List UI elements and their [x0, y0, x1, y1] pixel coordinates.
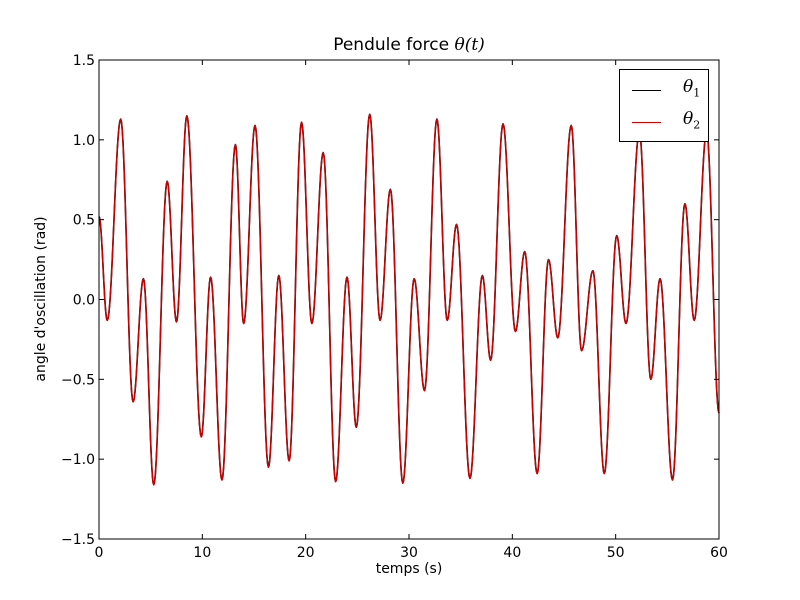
tick-label: 40 — [503, 545, 521, 561]
tick-label: 0 — [95, 545, 104, 561]
tick-label: 1.5 — [73, 53, 95, 69]
tick-label: 30 — [400, 545, 418, 561]
tick-label: 0.0 — [73, 293, 95, 309]
chart-title-text: Pendule force — [333, 35, 455, 55]
axis-ticks — [98, 59, 720, 540]
tick-label: −1.5 — [61, 532, 95, 548]
legend-entry-theta2: θ2 — [620, 107, 708, 137]
chart-title-math: θ(t) — [454, 35, 485, 55]
legend-line-red-icon — [632, 122, 661, 123]
legend-label: θ1 — [683, 77, 701, 100]
tick-label: 1.0 — [73, 133, 95, 149]
legend: θ1 θ2 — [619, 69, 709, 142]
series-line-2 — [98, 113, 720, 486]
tick-label: 60 — [710, 545, 728, 561]
y-axis-label: angle d'oscillation (rad) — [33, 216, 49, 382]
tick-label: 20 — [297, 545, 315, 561]
tick-labels: 0 10 20 30 40 50 60 −1.5 −1.0 −0.5 0.0 0.5 1.0 1.5 — [61, 53, 728, 561]
tick-label: 0.5 — [73, 213, 95, 229]
legend-label: θ2 — [683, 109, 701, 132]
series-line-1 — [98, 113, 720, 486]
x-axis-label: temps (s) — [375, 561, 443, 577]
tick-label: 10 — [193, 545, 211, 561]
legend-entry-theta1: θ1 — [620, 75, 708, 105]
legend-line-black-icon — [632, 90, 661, 91]
tick-label: −1.0 — [61, 452, 95, 468]
tick-label: −0.5 — [61, 372, 95, 388]
data-curves — [98, 113, 720, 486]
tick-label: 50 — [607, 545, 625, 561]
chart-title: Pendule force θ(t) — [99, 35, 719, 55]
